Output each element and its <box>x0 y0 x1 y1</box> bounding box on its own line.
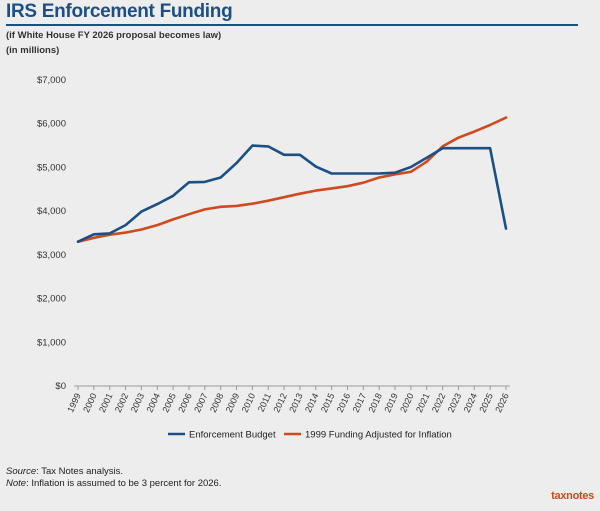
chart-subtitle: (if White House FY 2026 proposal becomes… <box>6 30 222 41</box>
x-tick-label: 2008 <box>208 392 226 414</box>
note-text: : Inflation is assumed to be 3 percent f… <box>26 478 222 489</box>
x-tick-label: 2003 <box>129 392 147 414</box>
x-tick-label: 2020 <box>398 392 416 414</box>
note-label: Note <box>6 478 27 489</box>
x-tick-label: 2010 <box>240 392 258 414</box>
x-tick-label: 2013 <box>287 392 305 414</box>
source-text: : Tax Notes analysis. <box>36 466 124 477</box>
x-tick-label: 2001 <box>97 392 115 414</box>
chart-title: IRS Enforcement Funding <box>6 1 233 22</box>
source-line: Source: Tax Notes analysis. <box>6 466 221 478</box>
inflation-adjusted-line <box>76 116 508 243</box>
x-tick-label: 2014 <box>303 392 321 414</box>
legend-inflation-label: 1999 Funding Adjusted for Inflation <box>305 430 452 441</box>
x-tick-label: 2026 <box>493 392 511 414</box>
x-tick-label: 2023 <box>446 392 464 414</box>
title-divider <box>6 24 578 26</box>
x-tick-label: 2000 <box>81 392 99 414</box>
y-tick-label: $3,000 <box>37 250 66 261</box>
y-tick-label: $2,000 <box>37 294 66 305</box>
y-tick-label: $6,000 <box>37 119 66 130</box>
y-tick-label: $7,000 <box>37 75 66 86</box>
x-tick-label: 2024 <box>462 392 480 414</box>
x-tick-label: 2009 <box>224 392 242 414</box>
x-tick-label: 2006 <box>176 392 194 414</box>
x-tick-label: 2004 <box>145 392 163 414</box>
chart-units: (in millions) <box>6 45 60 56</box>
x-tick-label: 2017 <box>351 392 369 414</box>
x-tick-label: 2018 <box>366 392 384 414</box>
x-tick-label: 2002 <box>113 392 131 414</box>
y-tick-label: $1,000 <box>37 337 66 348</box>
x-tick-label: 2025 <box>477 392 495 414</box>
x-tick-label: 2015 <box>319 392 337 414</box>
x-tick-label: 2005 <box>160 392 178 414</box>
x-tick-label: 2012 <box>271 392 289 414</box>
note-line: Note: Inflation is assumed to be 3 perce… <box>6 478 221 490</box>
line-chart: $0 $1,000 $2,000 $3,000 $4,000 $5,000 $6,000 $7… <box>37 75 511 441</box>
x-tick-label: 2022 <box>430 392 448 414</box>
x-tick-label: 2021 <box>414 392 432 414</box>
enforcement-budget-line <box>76 144 508 243</box>
x-tick-label: 2019 <box>382 392 400 414</box>
y-tick-label: $4,000 <box>37 206 66 217</box>
legend-enforcement-label: Enforcement Budget <box>189 430 276 441</box>
source-label: Source <box>6 466 37 477</box>
footer-notes: Source: Tax Notes analysis. Note: Inflat… <box>6 466 221 490</box>
x-tick-label: 2016 <box>335 392 353 414</box>
taxnotes-logo: taxnotes <box>551 490 594 502</box>
x-tick-label: 1999 <box>65 392 83 414</box>
x-tick-label: 2007 <box>192 392 210 414</box>
y-tick-label: $0 <box>55 381 66 392</box>
y-tick-label: $5,000 <box>37 162 66 173</box>
